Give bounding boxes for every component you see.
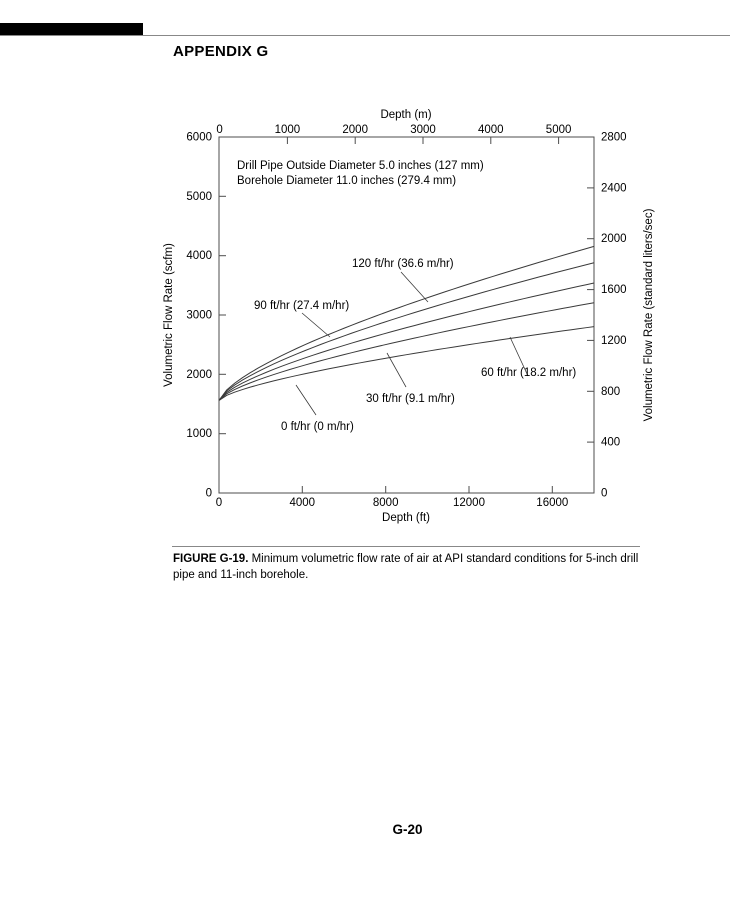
svg-text:400: 400 [601,437,620,449]
svg-text:2000: 2000 [186,369,212,381]
svg-text:90 ft/hr (27.4 m/hr): 90 ft/hr (27.4 m/hr) [254,300,349,312]
svg-text:Depth (ft): Depth (ft) [382,512,430,524]
svg-text:8000: 8000 [373,497,399,509]
svg-text:2000: 2000 [342,124,368,136]
svg-text:1000: 1000 [186,428,212,440]
svg-text:16000: 16000 [536,497,568,509]
svg-text:2800: 2800 [601,132,627,144]
svg-text:2400: 2400 [601,182,627,194]
svg-text:Depth (m): Depth (m) [380,109,431,121]
svg-text:Drill Pipe Outside Diameter 5.: Drill Pipe Outside Diameter 5.0 inches (… [237,160,484,172]
svg-text:0: 0 [206,488,212,500]
svg-text:120 ft/hr (36.6 m/hr): 120 ft/hr (36.6 m/hr) [352,258,454,270]
svg-text:12000: 12000 [453,497,485,509]
svg-text:Borehole Diameter 11.0 inches: Borehole Diameter 11.0 inches (279.4 mm) [237,175,456,187]
svg-text:1600: 1600 [601,284,627,296]
svg-text:Volumetric Flow Rate (scfm): Volumetric Flow Rate (scfm) [163,243,175,387]
svg-text:0: 0 [216,124,222,136]
svg-text:1200: 1200 [601,335,627,347]
svg-text:60 ft/hr (18.2 m/hr): 60 ft/hr (18.2 m/hr) [481,367,576,379]
svg-text:Volumetric Flow Rate (standard: Volumetric Flow Rate (standard liters/se… [643,208,655,421]
svg-text:30 ft/hr (9.1 m/hr): 30 ft/hr (9.1 m/hr) [366,393,455,405]
svg-text:3000: 3000 [410,124,436,136]
svg-text:0: 0 [601,488,607,500]
svg-text:0 ft/hr (0 m/hr): 0 ft/hr (0 m/hr) [281,421,354,433]
svg-text:4000: 4000 [186,250,212,262]
svg-text:1000: 1000 [275,124,301,136]
svg-text:800: 800 [601,386,620,398]
svg-text:5000: 5000 [186,191,212,203]
svg-text:2000: 2000 [601,233,627,245]
svg-text:0: 0 [216,497,222,509]
svg-text:5000: 5000 [546,124,572,136]
svg-text:6000: 6000 [186,132,212,144]
svg-text:3000: 3000 [186,310,212,322]
svg-text:4000: 4000 [478,124,504,136]
svg-text:4000: 4000 [290,497,316,509]
